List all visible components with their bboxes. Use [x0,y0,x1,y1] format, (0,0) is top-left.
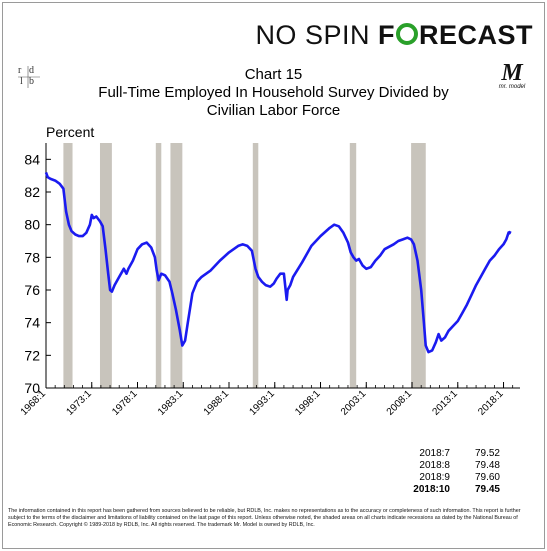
latest-row-current: 2018:10 79.45 [400,484,500,496]
x-tick-label: 1988:1 [202,388,232,418]
latest-date: 2018:7 [419,448,450,459]
brand-letter-f: F [377,20,395,50]
mr-model-letter: M [501,60,523,86]
chart-title-line-3: Civilian Labor Force [206,102,341,119]
latest-value: 79.52 [474,448,500,459]
brand-letters-recast: RECAST [418,20,533,50]
latest-value: 79.48 [474,460,500,471]
series-line [44,171,512,354]
y-tick-label: 76 [24,282,40,298]
rdlb-logo: r d l b [18,66,40,88]
chart-title-line-1: Chart 15 [244,66,303,83]
recession-band [155,143,162,388]
y-tick-label: 82 [24,184,40,200]
y-tick-label: 74 [24,315,40,331]
x-tick-label: 1978:1 [110,388,140,418]
disclaimer-text: The information contained in this report… [8,508,521,528]
brand-part2: F RECAST [378,20,533,50]
rdlb-cross-lines [18,66,40,88]
recession-band [63,143,73,388]
y-axis-label: Percent [46,124,95,140]
rdlb-letter-b: b [29,76,34,87]
brand-o-ring-icon [395,23,418,45]
brand-part1: NO SPIN [255,20,370,50]
rdlb-letter-d: d [29,65,34,76]
y-tick-label: 80 [24,217,40,233]
latest-value: 79.45 [474,484,500,495]
x-tick-label: 2008:1 [385,388,415,418]
recession-band [349,143,357,388]
x-tick-label: 1993:1 [247,388,277,418]
x-tick-label: 1973:1 [64,388,94,418]
latest-row: 2018:9 79.60 [400,472,500,484]
chart-title: Chart 15 Full-Time Employed In Household… [0,66,547,120]
latest-date: 2018:10 [413,484,450,495]
recession-band [170,143,183,388]
latest-date: 2018:8 [419,460,450,471]
rdlb-letter-r: r [18,65,22,76]
y-tick-label: 72 [24,347,40,363]
latest-date: 2018:9 [419,472,450,483]
latest-row: 2018:7 79.52 [400,448,500,460]
brand-logo: NO SPIN F RECAST [255,20,533,51]
x-tick-label: 2003:1 [339,388,369,418]
latest-value: 79.60 [474,472,500,483]
latest-row: 2018:8 79.48 [400,460,500,472]
chart-title-line-2: Full-Time Employed In Household Survey D… [98,84,449,101]
x-tick-label: 2013:1 [430,388,460,418]
x-tick-label: 1998:1 [293,388,323,418]
rdlb-letter-l: l [20,76,23,87]
recession-band [99,143,112,388]
y-tick-label: 84 [24,151,40,167]
y-tick-label: 78 [24,249,40,265]
x-tick-label: 2018:1 [476,388,506,418]
mr-model-logo: M mr. model [497,60,527,92]
y-tick-label: 70 [24,380,40,396]
latest-values-table: 2018:7 79.52 2018:8 79.48 2018:9 79.60 2018… [400,448,500,496]
mr-model-caption: mr. model [498,84,526,90]
x-tick-label: 1983:1 [156,388,186,418]
